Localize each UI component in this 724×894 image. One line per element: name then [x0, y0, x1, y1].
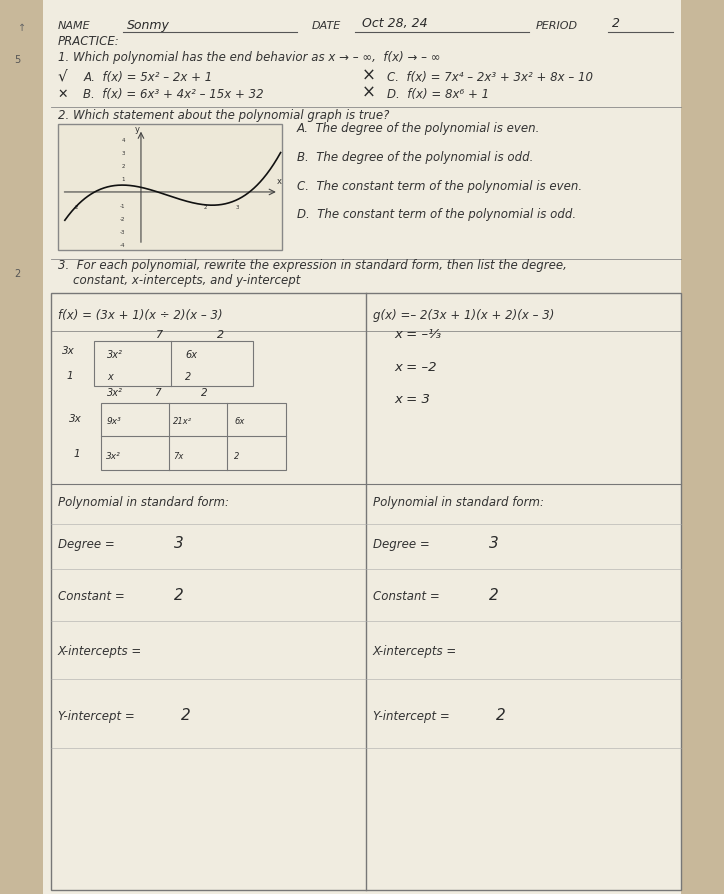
Text: ×: ×: [362, 83, 376, 101]
Text: Polynomial in standard form:: Polynomial in standard form:: [373, 495, 544, 508]
Text: 2: 2: [612, 17, 620, 30]
Text: -3: -3: [119, 230, 125, 235]
Text: 2: 2: [489, 587, 498, 602]
Text: 3.  For each polynomial, rewrite the expression in standard form, then list the : 3. For each polynomial, rewrite the expr…: [58, 258, 567, 271]
Text: x = –2: x = –2: [395, 361, 437, 374]
Text: 2: 2: [496, 708, 505, 722]
Text: Degree =: Degree =: [58, 537, 119, 550]
Text: ×: ×: [362, 66, 376, 84]
Text: C.  The constant term of the polynomial is even.: C. The constant term of the polynomial i…: [297, 180, 582, 192]
Text: 3x²: 3x²: [107, 350, 123, 359]
Text: DATE: DATE: [311, 21, 340, 30]
Bar: [681, 0, 724, 894]
Text: 3: 3: [489, 536, 498, 550]
Text: A.  f(x) = 5x² – 2x + 1: A. f(x) = 5x² – 2x + 1: [83, 71, 213, 83]
Text: 2: 2: [235, 451, 240, 460]
Text: X-intercepts =: X-intercepts =: [373, 645, 457, 657]
Text: X-intercepts =: X-intercepts =: [58, 645, 142, 657]
Text: constant, x-intercepts, and y-intercept: constant, x-intercepts, and y-intercept: [58, 274, 300, 286]
Text: 2: 2: [181, 708, 190, 722]
Text: 2: 2: [217, 330, 224, 340]
Text: -1: -1: [119, 204, 125, 208]
Text: Polynomial in standard form:: Polynomial in standard form:: [58, 495, 229, 508]
Text: x: x: [107, 372, 113, 382]
Text: Y-intercept =: Y-intercept =: [58, 710, 138, 722]
Text: 5: 5: [14, 55, 21, 64]
Bar: [94, 342, 253, 386]
Text: Oct 28, 24: Oct 28, 24: [362, 17, 428, 30]
Text: Constant =: Constant =: [373, 589, 443, 602]
Text: B.  f(x) = 6x³ + 4x² – 15x + 32: B. f(x) = 6x³ + 4x² – 15x + 32: [83, 88, 264, 100]
Text: 3x²: 3x²: [106, 451, 121, 460]
Text: f(x) = (3x + 1)(x ÷ 2)(x – 3): f(x) = (3x + 1)(x ÷ 2)(x – 3): [58, 308, 222, 321]
Text: 7: 7: [156, 330, 163, 340]
Text: 6x: 6x: [235, 417, 245, 426]
Text: Y-intercept =: Y-intercept =: [373, 710, 453, 722]
Text: D.  The constant term of the polynomial is odd.: D. The constant term of the polynomial i…: [297, 208, 576, 221]
Text: x = –¹⁄₃: x = –¹⁄₃: [395, 328, 442, 341]
Text: ↑: ↑: [18, 23, 26, 33]
Text: Constant =: Constant =: [58, 589, 128, 602]
Bar: [101, 403, 286, 470]
Text: PERIOD: PERIOD: [536, 21, 578, 30]
Text: A.  The degree of the polynomial is even.: A. The degree of the polynomial is even.: [297, 122, 540, 135]
Text: 1. Which polynomial has the end behavior as x → – ∞,  f(x) → – ∞: 1. Which polynomial has the end behavior…: [58, 51, 440, 63]
Text: 2: 2: [185, 372, 191, 382]
Text: 1: 1: [122, 177, 125, 182]
Text: 3: 3: [235, 206, 239, 210]
Text: 2. Which statement about the polynomial graph is true?: 2. Which statement about the polynomial …: [58, 109, 390, 122]
Text: 3x: 3x: [62, 346, 75, 356]
Bar: [0, 0, 43, 894]
Text: g(x) =– 2(3x + 1)(x + 2)(x – 3): g(x) =– 2(3x + 1)(x + 2)(x – 3): [373, 308, 555, 321]
Text: 3: 3: [174, 536, 183, 550]
Text: Degree =: Degree =: [373, 537, 434, 550]
Text: 2: 2: [174, 587, 183, 602]
Text: x: x: [277, 177, 282, 186]
Text: PRACTICE:: PRACTICE:: [58, 35, 119, 47]
Bar: [51, 293, 681, 890]
Text: 9x³: 9x³: [106, 417, 121, 426]
Text: 7x: 7x: [173, 451, 184, 460]
Text: 4: 4: [122, 138, 125, 142]
Text: 2: 2: [203, 206, 207, 210]
Text: 2: 2: [14, 269, 21, 279]
Text: D.  f(x) = 8x⁶ + 1: D. f(x) = 8x⁶ + 1: [387, 88, 489, 100]
Text: Sonmy: Sonmy: [127, 19, 169, 31]
Text: -2: -2: [119, 216, 125, 222]
Text: 2: 2: [201, 387, 208, 397]
Text: y: y: [135, 125, 140, 134]
Text: ✕: ✕: [58, 88, 69, 100]
Text: 6x: 6x: [185, 350, 197, 359]
Text: 1: 1: [67, 370, 73, 380]
Text: -4: -4: [119, 243, 125, 248]
Text: C.  f(x) = 7x⁴ – 2x³ + 3x² + 8x – 10: C. f(x) = 7x⁴ – 2x³ + 3x² + 8x – 10: [387, 71, 594, 83]
Text: 3: 3: [122, 151, 125, 156]
Text: 7: 7: [154, 387, 161, 397]
Text: 21x²: 21x²: [173, 417, 193, 426]
Text: NAME: NAME: [58, 21, 90, 30]
Text: -2: -2: [74, 206, 80, 210]
Text: 1: 1: [74, 449, 80, 459]
Bar: [58, 125, 282, 250]
Text: B.  The degree of the polynomial is odd.: B. The degree of the polynomial is odd.: [297, 151, 533, 164]
Text: 3x: 3x: [69, 413, 82, 423]
Text: 2: 2: [122, 164, 125, 169]
Text: 3x²: 3x²: [107, 387, 123, 397]
Text: √: √: [58, 69, 67, 83]
Text: x = 3: x = 3: [395, 392, 431, 405]
